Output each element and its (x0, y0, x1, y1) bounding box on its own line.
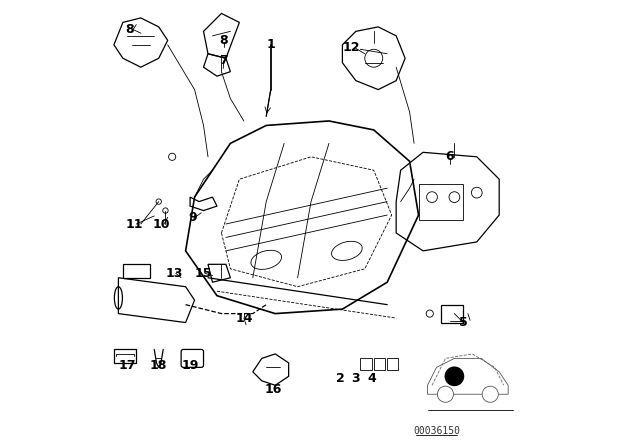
Text: 8: 8 (125, 22, 134, 36)
Text: 18: 18 (150, 358, 168, 372)
Text: 17: 17 (118, 358, 136, 372)
Bar (374, 358, 385, 370)
Text: 7: 7 (220, 54, 228, 67)
Bar (387, 358, 398, 370)
Bar (419, 184, 463, 220)
Text: 14: 14 (235, 311, 253, 325)
Text: 8: 8 (220, 34, 228, 47)
Text: 16: 16 (264, 383, 282, 396)
Text: 19: 19 (181, 358, 199, 372)
Circle shape (445, 366, 464, 386)
Text: 15: 15 (195, 267, 212, 280)
Bar (360, 358, 371, 370)
Text: 5: 5 (459, 316, 468, 329)
Text: 12: 12 (342, 40, 360, 54)
Text: 1: 1 (266, 38, 275, 52)
Text: 6: 6 (445, 150, 454, 164)
Bar (114, 349, 136, 363)
Text: 9: 9 (188, 211, 196, 224)
Text: 11: 11 (125, 217, 143, 231)
Text: 13: 13 (166, 267, 183, 280)
Text: 3: 3 (351, 372, 360, 385)
Text: 10: 10 (152, 217, 170, 231)
Text: 00036150: 00036150 (413, 426, 460, 436)
Text: 4: 4 (367, 372, 376, 385)
Text: 2: 2 (336, 372, 344, 385)
Circle shape (437, 386, 454, 402)
Circle shape (482, 386, 499, 402)
